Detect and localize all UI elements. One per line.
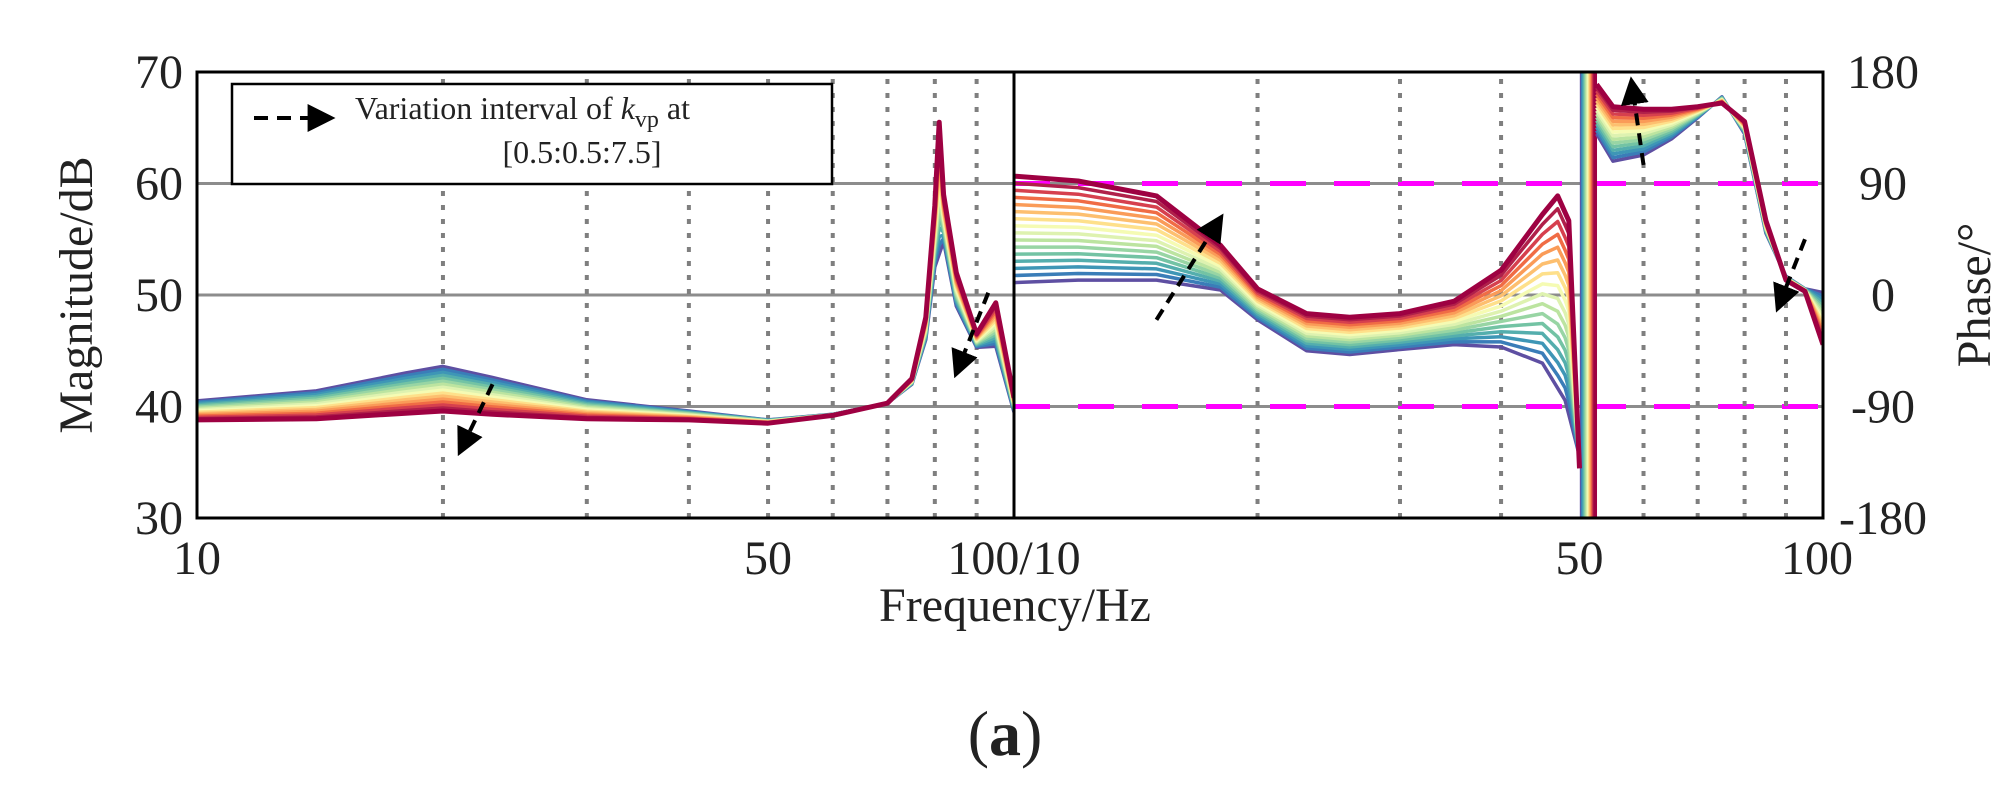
- magnitude-ytick-labels: 30 40 50 60 70: [135, 46, 183, 545]
- legend-line2: [0.5:0.5:7.5]: [502, 134, 661, 170]
- phase-grid: [1014, 72, 1823, 518]
- ph-ytick-label: 90: [1859, 158, 1907, 211]
- trend-arrow: [951, 292, 991, 379]
- trend-arrow: [1773, 238, 1807, 313]
- phase-curve: [1014, 209, 1582, 465]
- phase-curve: [1014, 202, 1582, 466]
- mag-ytick-label: 60: [135, 158, 183, 211]
- magnitude-ylabel: Magnitude/dB: [50, 156, 103, 433]
- phase-curve: [1014, 265, 1582, 458]
- phase-axes-frame: [1012, 70, 1825, 520]
- phase-curve: [1014, 258, 1582, 459]
- magnitude-curve: [197, 173, 1014, 424]
- phase-curve: [1014, 195, 1582, 467]
- magnitude-curve: [197, 233, 1014, 423]
- legend-line1: Variation interval of kvp at: [355, 90, 690, 133]
- trend-arrow: [1154, 213, 1224, 321]
- panel-paren-close: ): [1021, 698, 1042, 769]
- trend-arrow: [457, 383, 495, 457]
- legend-suffix: at: [659, 90, 690, 126]
- magnitude-curve: [197, 146, 1014, 425]
- phase-curve: [1014, 271, 1582, 458]
- magnitude-curves: [197, 119, 1014, 426]
- mag-ytick-label: 30: [135, 492, 183, 545]
- panel-paren-open: (: [968, 698, 989, 769]
- panel-letter: a: [989, 698, 1021, 769]
- magnitude-curve: [197, 182, 1014, 424]
- panel-label: (a): [968, 698, 1043, 769]
- mag-xtick-label: 100/10: [947, 532, 1080, 585]
- magnitude-curve: [197, 199, 1014, 423]
- trend-arrows: [457, 76, 1807, 457]
- magnitude-curve: [197, 155, 1014, 425]
- phase-curve: [1014, 245, 1582, 461]
- xtick-labels: 10 50 100/10 50 100: [173, 532, 1853, 585]
- phase-ytick-labels: 180 90 0 -90 -180: [1839, 46, 1927, 545]
- magnitude-curve: [197, 190, 1014, 424]
- mag-ytick-label: 70: [135, 46, 183, 99]
- ph-ytick-label: -90: [1851, 381, 1915, 434]
- ph-ytick-label: -180: [1839, 492, 1927, 545]
- magnitude-curve: [197, 119, 1014, 426]
- mag-ytick-label: 40: [135, 381, 183, 434]
- mag-ytick-label: 50: [135, 269, 183, 322]
- phase-curve: [1014, 216, 1582, 464]
- mag-xtick-label: 10: [173, 532, 221, 585]
- mag-xtick-label: 50: [744, 532, 792, 585]
- ph-ytick-label: 180: [1847, 46, 1919, 99]
- phase-ylabel: Phase/°: [1948, 223, 2001, 368]
- phase-curve: [1014, 188, 1582, 467]
- ph-xtick-label: 50: [1555, 532, 1603, 585]
- trend-arrow: [1620, 76, 1649, 166]
- phase-curve: [1014, 251, 1582, 460]
- legend-box: [230, 82, 834, 186]
- legend: Variation interval of kvp at [0.5:0.5:7.…: [230, 82, 834, 186]
- ph-xtick-label: 100: [1781, 532, 1853, 585]
- legend-symbol-subscript: vp: [635, 107, 659, 133]
- phase-curve: [1014, 231, 1582, 462]
- phase-curve: [1014, 238, 1582, 462]
- phase-curve: [1014, 224, 1582, 463]
- x-axis-label: Frequency/Hz: [879, 579, 1151, 632]
- phase-curve: [1014, 173, 1582, 469]
- ph-ytick-label: 0: [1871, 269, 1895, 322]
- legend-symbol: k: [621, 90, 636, 126]
- legend-prefix: Variation interval of: [355, 90, 621, 126]
